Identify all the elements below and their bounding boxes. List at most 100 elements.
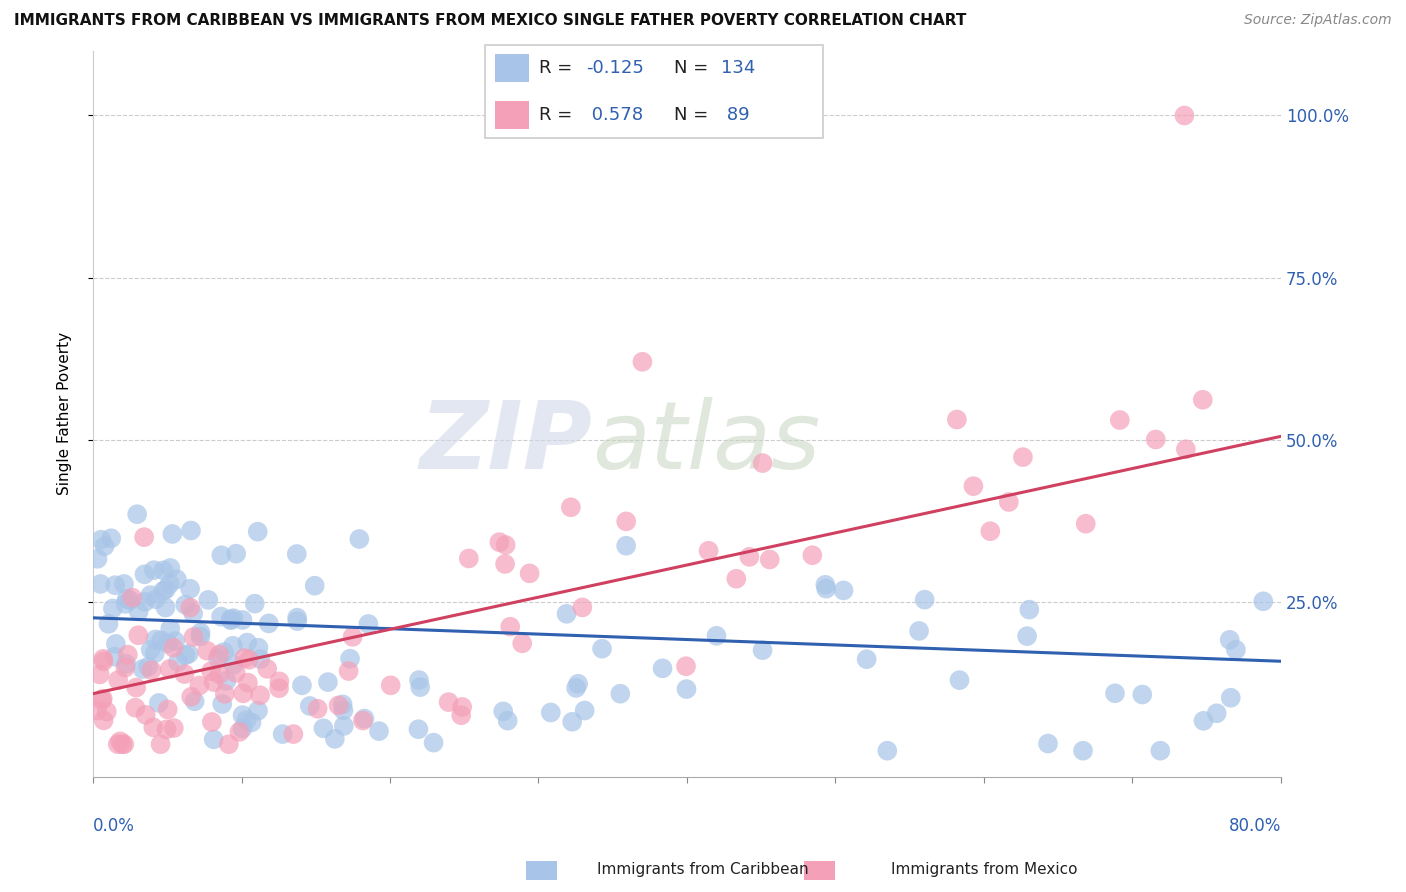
Point — [208, 667, 231, 681]
Point — [614, 539, 637, 553]
Point — [236, 675, 259, 690]
Point — [1018, 602, 1040, 616]
Point — [574, 704, 596, 718]
Point — [457, 551, 479, 566]
Point — [1130, 688, 1153, 702]
Text: 0.578: 0.578 — [586, 106, 644, 124]
Point — [104, 637, 127, 651]
Point — [1219, 690, 1241, 705]
Point — [908, 624, 931, 638]
Point — [214, 687, 236, 701]
Point — [219, 612, 242, 626]
Text: Immigrants from Mexico: Immigrants from Mexico — [891, 863, 1077, 877]
Point — [855, 652, 877, 666]
Point — [150, 633, 173, 648]
Point — [332, 698, 354, 712]
Point — [207, 651, 229, 665]
Point — [1173, 108, 1195, 122]
Point — [173, 667, 195, 681]
Point — [212, 645, 235, 659]
Point — [180, 690, 202, 704]
Point — [211, 697, 233, 711]
Point — [159, 577, 181, 591]
Point — [1225, 642, 1247, 657]
Point — [162, 527, 184, 541]
Point — [231, 708, 253, 723]
Text: N =: N = — [673, 106, 714, 124]
Point — [181, 607, 204, 621]
Point — [510, 636, 533, 650]
Point — [243, 597, 266, 611]
Point — [124, 700, 146, 714]
Point — [1104, 686, 1126, 700]
Text: ZIP: ZIP — [419, 397, 592, 489]
Point — [139, 642, 162, 657]
Point — [312, 721, 335, 735]
Point — [240, 715, 263, 730]
Point — [979, 524, 1001, 539]
Point — [103, 649, 125, 664]
Point — [499, 620, 522, 634]
Point — [285, 547, 308, 561]
Point — [238, 653, 260, 667]
Point — [496, 714, 519, 728]
Point — [751, 456, 773, 470]
Point — [155, 582, 177, 597]
Point — [159, 622, 181, 636]
Text: atlas: atlas — [592, 397, 820, 488]
Point — [271, 727, 294, 741]
Point — [218, 737, 240, 751]
Point — [307, 702, 329, 716]
Point — [167, 655, 190, 669]
Point — [914, 592, 936, 607]
Point — [946, 412, 969, 426]
Point — [751, 643, 773, 657]
Point — [107, 673, 129, 687]
Point — [89, 577, 111, 591]
Point — [323, 731, 346, 746]
Point — [143, 646, 166, 660]
Point — [651, 661, 673, 675]
Point — [555, 607, 578, 621]
Point — [86, 551, 108, 566]
Point — [450, 708, 472, 723]
FancyBboxPatch shape — [485, 45, 823, 138]
Text: -0.125: -0.125 — [586, 59, 644, 77]
Point — [246, 704, 269, 718]
Point — [134, 595, 156, 609]
Point — [202, 675, 225, 690]
Point — [152, 584, 174, 599]
Point — [1191, 392, 1213, 407]
Point — [91, 691, 114, 706]
Point — [269, 674, 291, 689]
Point — [222, 639, 245, 653]
Point — [353, 712, 375, 726]
Point — [814, 578, 837, 592]
Y-axis label: Single Father Poverty: Single Father Poverty — [58, 332, 72, 495]
Point — [157, 636, 180, 650]
Point — [571, 600, 593, 615]
Point — [90, 533, 112, 547]
Point — [114, 597, 136, 611]
Point — [225, 665, 247, 680]
Point — [998, 495, 1021, 509]
Point — [832, 583, 855, 598]
Point — [232, 722, 254, 736]
Point — [437, 695, 460, 709]
Point — [328, 698, 350, 713]
Point — [565, 681, 588, 695]
Point — [190, 629, 212, 643]
Point — [93, 714, 115, 728]
Point — [349, 532, 371, 546]
Point — [209, 549, 232, 563]
Point — [451, 700, 474, 714]
Point — [86, 703, 108, 717]
Point — [725, 572, 748, 586]
Point — [256, 662, 278, 676]
Point — [145, 632, 167, 647]
Point — [1144, 433, 1167, 447]
Point — [117, 648, 139, 662]
Point — [112, 577, 135, 591]
Text: 0.0%: 0.0% — [93, 816, 135, 835]
Point — [494, 557, 516, 571]
